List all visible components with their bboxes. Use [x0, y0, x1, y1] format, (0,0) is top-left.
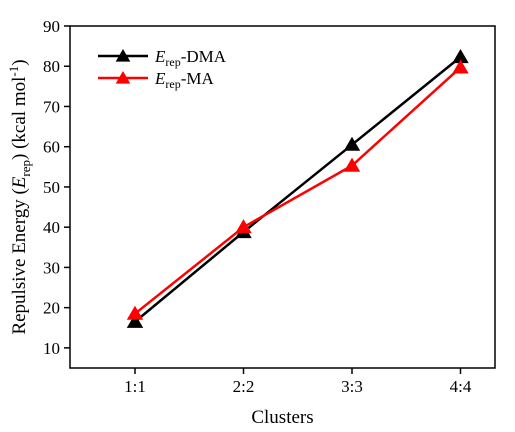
- series-1: [126, 48, 469, 328]
- x-tick-label: 4:4: [450, 377, 472, 396]
- data-point: [126, 313, 144, 328]
- data-point: [235, 219, 252, 234]
- data-point: [343, 157, 361, 172]
- legend-label: Erep-MA: [154, 69, 214, 91]
- x-tick-label: 3:3: [341, 377, 363, 396]
- legend-marker: [115, 71, 131, 84]
- y-tick-label: 20: [43, 299, 60, 318]
- data-point: [343, 136, 361, 151]
- y-tick-label: 70: [43, 97, 60, 116]
- y-tick-label: 80: [43, 57, 60, 76]
- y-tick-label: 40: [43, 218, 60, 237]
- legend-item: Erep-MA: [98, 69, 214, 91]
- legend-marker: [115, 49, 131, 62]
- x-axis-title: Clusters: [251, 407, 313, 428]
- data-point: [126, 305, 144, 320]
- y-tick-label: 90: [43, 17, 60, 36]
- series-2: [126, 59, 469, 320]
- y-tick-label: 60: [43, 138, 60, 157]
- x-tick-label: 2:2: [233, 377, 255, 396]
- y-tick-label: 30: [43, 258, 60, 277]
- series-line: [134, 56, 462, 323]
- y-tick-label: 10: [43, 339, 60, 358]
- legend-label: Erep-DMA: [154, 47, 227, 69]
- y-tick-label: 50: [43, 178, 60, 197]
- y-axis-title: Repulsive Energy (Erep) (kcal mol-1): [6, 59, 33, 334]
- x-tick-label: 1:1: [124, 377, 146, 396]
- y-axis: 10 20 30 40 50 60 70 80 90: [43, 17, 70, 358]
- series-layer: [126, 48, 469, 328]
- series-line: [134, 66, 462, 315]
- data-point: [452, 59, 469, 74]
- plot-frame: [69, 25, 496, 369]
- x-axis: 1:1 2:2 3:3 4:4: [124, 368, 472, 396]
- legend-item: Erep-DMA: [98, 47, 227, 69]
